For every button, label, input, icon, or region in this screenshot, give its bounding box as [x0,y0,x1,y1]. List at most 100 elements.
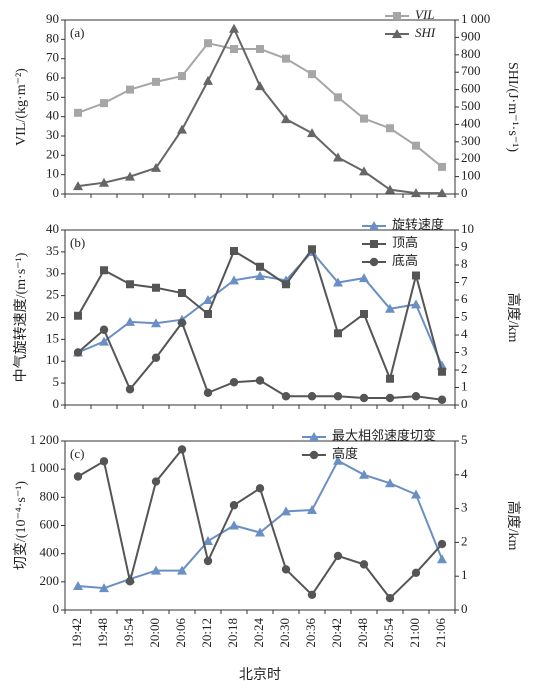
marker [178,72,186,81]
y2-tick-label: 800 [461,46,481,61]
y2-tick-label: 1 [461,378,468,393]
marker [437,395,447,404]
marker [177,318,187,327]
marker [203,535,213,545]
y2-tick-label: 7 [461,273,468,288]
marker [229,501,239,510]
marker [230,45,238,53]
y2-axis-title: SHI/(J·m⁻¹·s⁻¹) [505,62,520,152]
y-tick-label: 5 [53,374,60,389]
marker [438,367,446,376]
legend-label: 旋转速度 [392,217,444,232]
marker [229,378,239,387]
y-tick-label: 50 [46,88,59,103]
marker [309,450,319,460]
plot-frame [64,440,456,611]
marker [256,262,264,271]
marker [392,29,402,38]
y2-tick-label: 600 [461,81,481,96]
marker [438,162,446,171]
marker [255,484,265,493]
y2-tick-label: 700 [461,63,481,78]
y-tick-label: 10 [46,352,59,367]
marker [411,489,421,499]
legend-label: 最大相邻速度切变 [332,428,436,443]
x-tick-label: 20:24 [251,618,266,648]
marker [307,128,317,138]
marker [308,245,316,254]
y2-tick-label: 3 [461,500,468,515]
marker [99,336,109,346]
marker [412,271,420,280]
y2-tick-label: 6 [461,291,468,306]
marker [411,568,421,578]
marker [411,392,421,401]
x-tick-label: 20:18 [225,618,240,648]
marker [255,527,265,537]
marker [74,311,82,320]
marker [359,166,369,176]
marker [125,171,135,181]
marker [99,177,109,187]
panel-label: (b) [70,235,85,250]
marker [73,181,83,191]
y2-tick-label: 200 [461,150,481,165]
y2-tick-label: 400 [461,115,481,130]
y2-tick-label: 9 [461,238,468,253]
marker [151,565,161,575]
marker [204,310,212,318]
x-tick-label: 21:06 [433,618,448,648]
x-tick-label: 19:48 [95,618,110,648]
y-tick-label: 1 000 [30,460,59,475]
marker [99,583,109,593]
marker [282,54,290,63]
marker [309,432,319,441]
series-line [77,447,443,600]
y2-tick-label: 500 [461,98,481,113]
marker [125,316,135,326]
marker [386,124,394,133]
y-tick-label: 1 200 [30,432,59,447]
marker [203,75,213,85]
marker [360,310,368,318]
y-tick-label: 20 [46,146,59,161]
marker [125,385,135,394]
marker [370,240,378,248]
marker [333,277,343,287]
y2-tick-label: 5 [461,308,468,323]
marker [334,93,342,102]
y-tick-label: 30 [46,265,59,280]
marker [437,360,447,370]
marker [100,266,108,275]
legend-label: SHI [415,25,436,40]
marker [369,221,379,230]
y2-tick-label: 1 000 [461,11,490,26]
marker [359,469,369,479]
y2-tick-label: 4 [461,326,468,341]
marker [99,457,109,466]
y-tick-label: 0 [53,185,60,200]
panel-label: (a) [70,25,84,40]
y2-tick-label: 2 [461,533,468,548]
marker [281,114,291,124]
marker [229,520,239,530]
x-tick-label: 20:00 [147,618,162,648]
marker [437,539,447,549]
marker [359,560,369,569]
marker [203,388,213,397]
marker [282,280,290,289]
y-axis-title: 中气旋转速度/(m·s⁻¹) [13,252,29,382]
y2-tick-label: 5 [461,432,468,447]
y-tick-label: 40 [46,108,59,123]
marker [229,23,239,33]
y-tick-label: 30 [46,127,59,142]
y2-tick-label: 8 [461,256,468,271]
y-tick-label: 80 [46,30,59,45]
y-axis-title: 切变/(10⁻⁴·s⁻¹) [13,481,29,571]
legend-label: 底高 [392,253,418,268]
y-tick-label: 600 [40,516,60,531]
series-line [77,42,443,168]
marker [151,162,161,172]
y2-tick-label: 0 [461,396,468,411]
x-tick-label: 19:54 [121,618,136,648]
